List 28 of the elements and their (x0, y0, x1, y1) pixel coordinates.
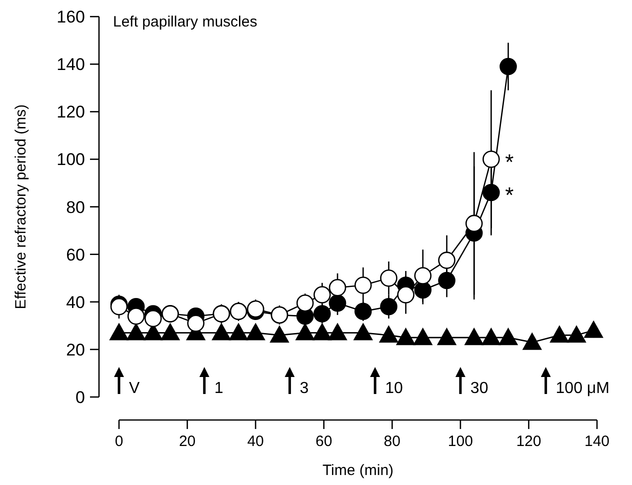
annotation: 1 (214, 380, 224, 397)
chart-title: Left papillary muscles (113, 14, 258, 31)
x-tick-label: 40 (247, 433, 264, 450)
annotation: * (505, 182, 514, 208)
y-tick-label: 160 (56, 8, 85, 27)
y-tick-label: 80 (66, 198, 85, 217)
x-tick-label: 100 (448, 433, 473, 450)
y-tick-label: 120 (56, 102, 85, 122)
y-tick-label: 100 (56, 150, 85, 170)
annotation: 30 (470, 380, 488, 397)
y-tick-label: 20 (66, 340, 85, 360)
annotation: 10 (385, 380, 403, 397)
annotation: * (505, 149, 514, 174)
x-tick-label: 20 (178, 433, 196, 450)
x-axis-title: Time (min) (322, 462, 394, 479)
annotation: 3 (300, 380, 309, 397)
annotation: 100 μM (556, 380, 610, 397)
y-tick-label: 60 (66, 245, 85, 264)
x-tick-label: 0 (114, 433, 124, 450)
annotation: V (129, 380, 140, 397)
x-tick-label: 120 (516, 433, 542, 450)
y-axis-title: Effective refractory period (ms) (12, 104, 30, 310)
y-tick-label: 40 (66, 292, 85, 312)
x-tick-label: 140 (584, 433, 610, 450)
y-tick-label: 0 (76, 388, 85, 407)
x-tick-label: 60 (316, 433, 332, 450)
x-tick-label: 80 (384, 433, 400, 450)
y-tick-label: 140 (56, 55, 85, 74)
